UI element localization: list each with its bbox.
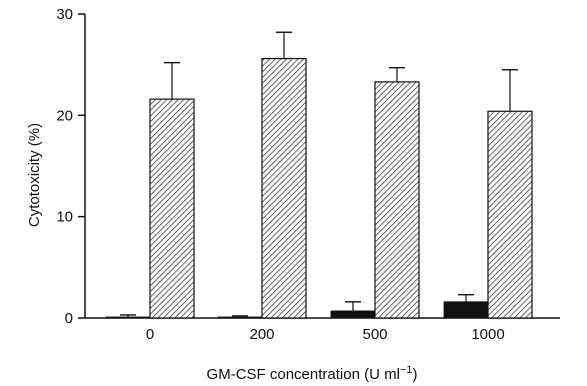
y-axis-title: Cytotoxicity (%) bbox=[26, 123, 43, 227]
bar-series1-1000 bbox=[443, 301, 489, 319]
x-axis-title-close: ) bbox=[412, 366, 417, 383]
bar-series1-200 bbox=[217, 316, 263, 319]
bar-series2-0 bbox=[149, 98, 195, 319]
y-tick-label-20: 20 bbox=[56, 107, 73, 124]
x-tick-label-500: 500 bbox=[362, 326, 387, 343]
x-axis-title: GM-CSF concentration (U ml−1) bbox=[207, 364, 418, 383]
x-tick-label-0: 0 bbox=[146, 326, 154, 343]
bar-series1-500 bbox=[330, 310, 376, 319]
x-tick-label-200: 200 bbox=[249, 326, 274, 343]
x-axis-title-main: GM-CSF concentration (U ml bbox=[207, 366, 400, 383]
x-axis-title-superscript: −1 bbox=[400, 364, 413, 376]
bar-series2-200 bbox=[261, 57, 307, 319]
bar-series2-1000 bbox=[487, 110, 533, 319]
bar-series1-0 bbox=[105, 316, 151, 319]
plot-area: 0 10 20 30 0 200 500 1000 bbox=[56, 6, 560, 343]
bar-series2-500 bbox=[374, 81, 420, 319]
y-tick-label-30: 30 bbox=[56, 6, 73, 23]
x-tick-label-1000: 1000 bbox=[471, 326, 504, 343]
y-tick-label-0: 0 bbox=[65, 310, 73, 327]
y-tick-label-10: 10 bbox=[56, 209, 73, 226]
